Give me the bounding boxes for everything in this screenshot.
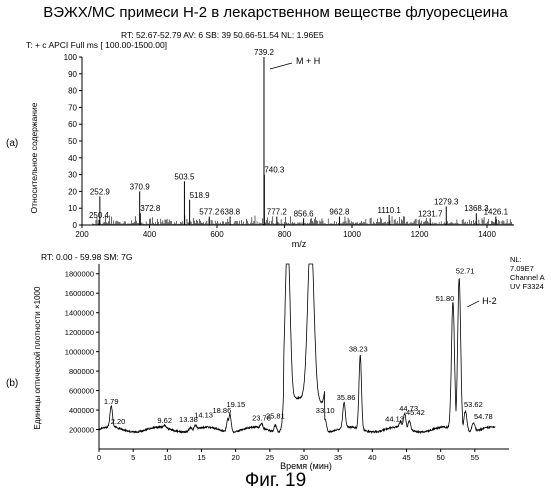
chromatogram-plot-b: 200000 400000 600000 800000 1000000 1200000 14… [65, 264, 509, 462]
spectrum-panel-a: RT: 52.67-52.79 AV: 6 SB: 39 50.66-51.54… [6, 30, 514, 249]
x-tick-label-a: 800 [278, 230, 292, 239]
peak-label-b: 1.79 [104, 397, 119, 406]
spectrum-plot-a: 0 10 20 30 40 50 60 70 80 90 100 200 400 600 800 1000 12… [64, 48, 514, 239]
x-tick-label-b: 5 [131, 453, 135, 462]
peak-label-b: 53.62 [464, 400, 483, 409]
y-tick-label-b: 600000 [69, 387, 94, 396]
y-tick-label-a: 30 [68, 171, 77, 180]
peak-label-b: 33.10 [316, 406, 335, 415]
x-tick-label-b: 15 [197, 453, 205, 462]
x-tick-label-a: 1400 [478, 230, 496, 239]
y-tick-label-b: 400000 [69, 406, 94, 415]
peak-label-a: 252.9 [90, 187, 111, 196]
panel-label-b: (b) [6, 378, 18, 389]
peak-label-b: 38.23 [349, 345, 368, 354]
x-tick-label-b: 25 [266, 453, 274, 462]
y-tick-label-a: 90 [68, 70, 77, 79]
x-tick-label-a: 200 [75, 230, 89, 239]
y-axis-label-a: Относительное содержание [29, 102, 39, 213]
peak-label-b: 51.80 [436, 294, 455, 303]
y-tick-label-a: 10 [68, 204, 77, 213]
y-tick-label-b: 200000 [69, 426, 94, 435]
y-tick-label-a: 70 [68, 103, 77, 112]
y-tick-label-a: 80 [68, 87, 77, 96]
peak-label-a: 1110.1 [378, 206, 402, 215]
y-tick-label-b: 1400000 [65, 309, 94, 318]
x-tick-label-b: 50 [436, 453, 444, 462]
peak-label-a: 518.9 [190, 191, 211, 200]
x-tick-label-a: 600 [210, 230, 224, 239]
x-tick-label-b: 30 [300, 453, 308, 462]
peak-label-b: 54.78 [474, 412, 493, 421]
peak-label-a: 577.2 [199, 208, 220, 217]
peak-label-a: 1426.1 [484, 208, 509, 217]
y-tick-label-b: 1200000 [65, 328, 94, 337]
x-tick-label-b: 45 [402, 453, 410, 462]
annotation-line-b [467, 301, 479, 307]
y-tick-label-b: 800000 [69, 367, 94, 376]
peak-label-b: 9.62 [157, 416, 172, 425]
x-tick-label-b: 0 [97, 453, 101, 462]
peak-label-b: 19.15 [226, 400, 245, 409]
annotation-h2: Н-2 [482, 296, 497, 306]
x-tick-label-b: 10 [163, 453, 171, 462]
peak-label-b: 45.42 [406, 408, 425, 417]
x-tick-label-a: 1000 [343, 230, 361, 239]
peak-label-a: 503.5 [174, 172, 195, 181]
peak-label-a: 638.8 [220, 208, 241, 217]
y-axis-label-b: Единицы оптической плотности ×1000 [33, 286, 42, 429]
y-tick-label-b: 1000000 [65, 348, 94, 357]
y-tick-label-a: 50 [68, 137, 77, 146]
peak-label-b: 44.13 [385, 415, 404, 424]
peak-label-b: 14.13 [194, 411, 213, 420]
peak-label-a: 1231.7 [418, 209, 443, 218]
peak-label-a: 372.8 [140, 204, 161, 213]
ms-header-line1: RT: 52.67-52.79 AV: 6 SB: 39 50.66-51.54… [121, 30, 324, 40]
figure-caption: Фиг. 19 [0, 470, 551, 492]
peak-label-a: 856.6 [294, 209, 315, 218]
legend-nl: NL: [510, 255, 522, 264]
panel-label-a: (a) [6, 138, 18, 149]
peak-label-b: 25.81 [266, 412, 285, 421]
peak-label-a: 962.8 [329, 208, 350, 217]
chromatogram-panel-b: RT: 0.00 - 59.98 SM: 7G NL: 7.09E7 Chann… [6, 252, 545, 471]
peak-label-a: 777.2 [267, 208, 288, 217]
y-tick-label-b: 1600000 [65, 289, 94, 298]
peak-label-a: 370.9 [130, 182, 151, 191]
y-tick-label-a: 40 [68, 154, 77, 163]
y-tick-label-a: 20 [68, 187, 77, 196]
annotation-line-a [270, 63, 292, 69]
legend-nl-value: 7.09E7 [510, 264, 534, 273]
legend-channel: Channel A [510, 273, 545, 282]
x-tick-label-b: 55 [471, 453, 479, 462]
x-axis-label-a: m/z [292, 239, 307, 249]
y-tick-label-a: 0 [73, 221, 78, 230]
peak-label-b: 52.71 [456, 267, 475, 276]
uv-header-line1: RT: 0.00 - 59.98 SM: 7G [41, 252, 133, 262]
x-tick-label-a: 1200 [411, 230, 429, 239]
y-tick-label-a: 100 [64, 53, 78, 62]
peak-label-a: 1279.3 [434, 198, 459, 207]
x-tick-label-b: 20 [231, 453, 239, 462]
x-tick-label-b: 35 [334, 453, 342, 462]
y-tick-label-b: 1800000 [65, 270, 94, 279]
peak-label-b: 2.20 [111, 417, 126, 426]
x-tick-label-a: 400 [143, 230, 157, 239]
legend-uv: UV F3324 [510, 282, 544, 291]
y-tick-label-a: 60 [68, 120, 77, 129]
chromatogram-trace [99, 264, 495, 433]
x-tick-label-b: 40 [368, 453, 376, 462]
ms-header-line2: T: + c APCI Full ms [ 100.00-1500.00] [26, 40, 167, 50]
peak-label-a: 740.3 [264, 166, 285, 175]
peak-label-b: 35.86 [337, 393, 356, 402]
peak-label-a: 250.4 [89, 211, 110, 220]
annotation-mh: M + H [296, 56, 320, 66]
peak-label-a: 739.2 [254, 48, 275, 57]
